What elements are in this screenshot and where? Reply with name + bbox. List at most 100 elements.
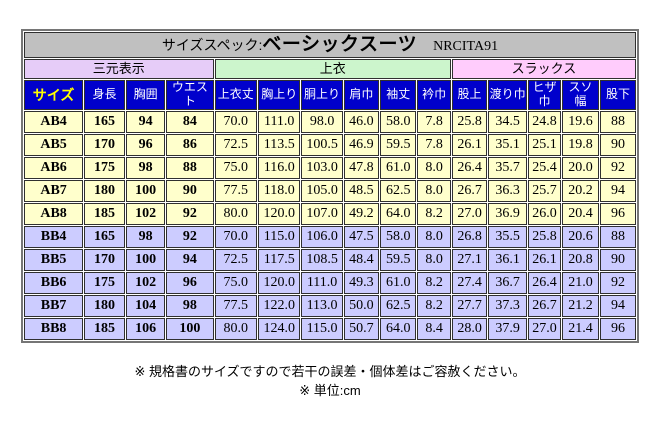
measurement-cell: 122.0 [257, 295, 301, 317]
column-header-row: サイズ 身長 胸囲 ウエスト 上衣丈 胸上り 胴上り 肩巾 袖丈 衿巾 股上 渡り巾 ヒザ巾 スソ幅 股下 [24, 80, 636, 110]
measurement-cell: 20.6 [561, 226, 599, 248]
measurement-cell: 26.8 [451, 226, 488, 248]
measurement-cell: 36.1 [488, 249, 528, 271]
measurement-cell: 175 [84, 272, 125, 294]
size-label-cell: BB5 [24, 249, 84, 271]
spec-title-prefix: サイズスペック: [161, 37, 263, 54]
size-label-cell: AB6 [24, 157, 84, 179]
measurement-cell: 98 [125, 157, 166, 179]
measurement-cell: 58.0 [379, 226, 417, 248]
table-row: BB5 170 100 94 72.5 117.5 108.5 48.4 59.5 8.0 27.1… [24, 249, 636, 271]
measurement-cell: 111.0 [257, 111, 301, 133]
measurement-cell: 36.7 [488, 272, 528, 294]
column-header: 股上 [451, 80, 488, 110]
measurement-cell: 92 [600, 157, 636, 179]
measurement-cell: 124.0 [257, 318, 301, 340]
table-row: AB8 185 102 92 80.0 120.0 107.0 49.2 64.0 8.2 27.0… [24, 203, 636, 225]
measurement-cell: 92 [600, 272, 636, 294]
measurement-cell: 49.3 [343, 272, 379, 294]
measurement-cell: 20.4 [561, 203, 599, 225]
footnotes: ※ 規格書のサイズですので若干の誤差・個体差はご容赦ください。 ※ 単位:cm [0, 362, 660, 400]
measurement-cell: 64.0 [379, 318, 417, 340]
measurement-cell: 120.0 [257, 272, 301, 294]
measurement-cell: 100.5 [301, 134, 343, 156]
measurement-cell: 72.5 [214, 134, 257, 156]
spec-title-product: ベーシックスーツ [262, 34, 418, 56]
measurement-cell: 26.1 [451, 134, 488, 156]
measurement-cell: 21.2 [561, 295, 599, 317]
measurement-cell: 21.0 [561, 272, 599, 294]
table-row: BB4 165 98 92 70.0 115.0 106.0 47.5 58.0 8.0 26.8 3… [24, 226, 636, 248]
measurement-cell: 27.0 [451, 203, 488, 225]
measurement-cell: 103.0 [301, 157, 343, 179]
measurement-cell: 19.8 [561, 134, 599, 156]
column-header: 胸上り [257, 80, 301, 110]
measurement-cell: 28.0 [451, 318, 488, 340]
measurement-cell: 48.4 [343, 249, 379, 271]
measurement-cell: 36.3 [488, 180, 528, 202]
footnote-unit: ※ 単位:cm [299, 383, 361, 398]
size-label-cell: AB7 [24, 180, 84, 202]
measurement-cell: 94 [600, 180, 636, 202]
measurement-cell: 8.2 [417, 203, 451, 225]
size-label-cell: AB4 [24, 111, 84, 133]
measurement-cell: 27.1 [451, 249, 488, 271]
measurement-cell: 48.5 [343, 180, 379, 202]
measurement-cell: 75.0 [214, 272, 257, 294]
measurement-cell: 70.0 [214, 111, 257, 133]
measurement-cell: 34.5 [488, 111, 528, 133]
measurement-cell: 185 [84, 203, 125, 225]
measurement-cell: 25.7 [528, 180, 561, 202]
measurement-cell: 100 [125, 249, 166, 271]
measurement-cell: 98 [125, 226, 166, 248]
measurement-cell: 46.9 [343, 134, 379, 156]
measurement-cell: 180 [84, 295, 125, 317]
column-header: ヒザ巾 [528, 80, 561, 110]
measurement-cell: 185 [84, 318, 125, 340]
measurement-cell: 37.3 [488, 295, 528, 317]
measurement-cell: 20.2 [561, 180, 599, 202]
table-row: BB7 180 104 98 77.5 122.0 113.0 50.0 62.5 8.2 27.7… [24, 295, 636, 317]
table-row: AB6 175 98 88 75.0 116.0 103.0 47.8 61.0 8.0 26.4 3… [24, 157, 636, 179]
column-header: ウエスト [166, 80, 214, 110]
measurement-cell: 59.5 [379, 249, 417, 271]
size-label-cell: BB4 [24, 226, 84, 248]
measurement-cell: 37.9 [488, 318, 528, 340]
table-row: AB4 165 94 84 70.0 111.0 98.0 46.0 58.0 7.8 25.8 34… [24, 111, 636, 133]
column-header: 衿巾 [417, 80, 451, 110]
size-label-cell: BB8 [24, 318, 84, 340]
measurement-cell: 80.0 [214, 318, 257, 340]
measurement-cell: 26.7 [451, 180, 488, 202]
column-group-label: スラックス [451, 59, 636, 79]
measurement-cell: 170 [84, 249, 125, 271]
measurement-cell: 62.5 [379, 180, 417, 202]
measurement-cell: 104 [125, 295, 166, 317]
column-header: 袖丈 [379, 80, 417, 110]
measurement-cell: 90 [600, 134, 636, 156]
measurement-cell: 24.8 [528, 111, 561, 133]
column-header: 上衣丈 [214, 80, 257, 110]
measurement-cell: 115.0 [301, 318, 343, 340]
measurement-cell: 47.8 [343, 157, 379, 179]
measurement-cell: 102 [125, 272, 166, 294]
measurement-cell: 25.1 [528, 134, 561, 156]
measurement-cell: 8.2 [417, 272, 451, 294]
measurement-cell: 27.7 [451, 295, 488, 317]
measurement-cell: 116.0 [257, 157, 301, 179]
measurement-cell: 20.0 [561, 157, 599, 179]
measurement-cell: 96 [166, 272, 214, 294]
measurement-cell: 113.5 [257, 134, 301, 156]
measurement-cell: 165 [84, 226, 125, 248]
size-label-cell: BB7 [24, 295, 84, 317]
measurement-cell: 25.4 [528, 157, 561, 179]
measurement-cell: 36.9 [488, 203, 528, 225]
measurement-cell: 35.1 [488, 134, 528, 156]
size-label-cell: AB5 [24, 134, 84, 156]
measurement-cell: 106.0 [301, 226, 343, 248]
measurement-cell: 88 [166, 157, 214, 179]
column-header: 胴上り [301, 80, 343, 110]
measurement-cell: 21.4 [561, 318, 599, 340]
measurement-cell: 25.8 [528, 226, 561, 248]
measurement-cell: 77.5 [214, 295, 257, 317]
measurement-cell: 106 [125, 318, 166, 340]
